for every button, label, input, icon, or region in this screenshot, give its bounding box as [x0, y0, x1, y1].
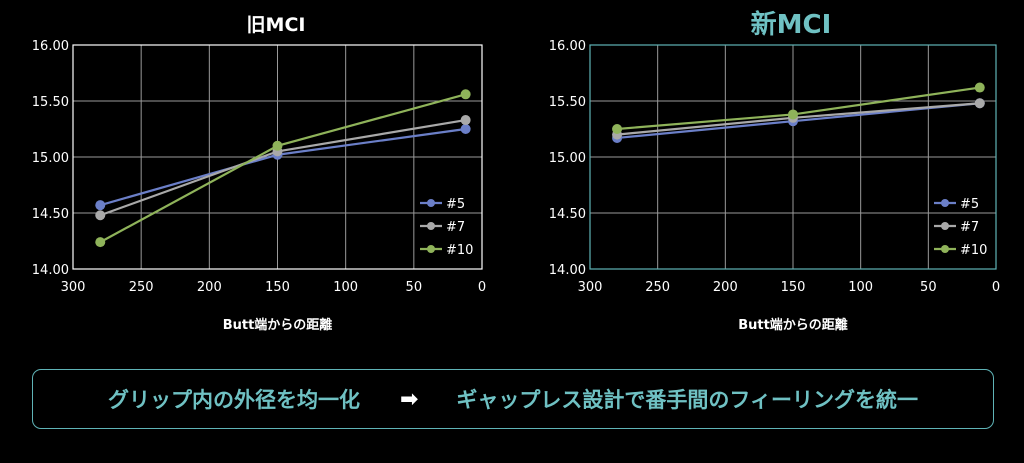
left-x-tick-label: 100: [333, 280, 358, 295]
right-x-tick-label: 250: [645, 280, 670, 295]
right-legend-label: #10: [960, 243, 987, 258]
left-plot-frame: [72, 44, 483, 270]
right-x-axis-title: Butt端からの距離: [738, 317, 848, 333]
left-x-tick-label: 200: [197, 280, 222, 295]
right-data-point: [788, 109, 798, 120]
right-chart-title: 新MCI: [750, 10, 832, 40]
right-x-tick-label: 200: [713, 280, 738, 295]
left-x-tick-label: 150: [265, 280, 290, 295]
right-chart: 300 250 200 150 100 50 0 16.00 15.50 15.00 14.50 14…: [549, 39, 1000, 333]
right-y-tick-label: 16.00: [549, 39, 586, 54]
left-data-point: [95, 237, 106, 248]
left-data-point: [272, 140, 283, 151]
right-legend-swatch-marker: [941, 245, 949, 253]
summary-banner: グリップ内の外径を均一化 ➡ ギャップレス設計で番手間のフィーリングを統一: [32, 369, 994, 429]
left-y-tick-label: 14.00: [32, 263, 69, 278]
right-x-tick-label: 0: [992, 280, 1000, 295]
right-x-tick-label: 100: [848, 280, 873, 295]
left-x-tick-label: 0: [478, 280, 486, 295]
right-y-tick-label: 15.00: [549, 151, 586, 166]
right-y-tick-label: 14.50: [549, 207, 586, 222]
left-legend-swatch-marker: [427, 245, 435, 253]
left-data-point: [460, 115, 471, 126]
right-data-point: [974, 98, 985, 109]
right-legend-swatch-marker: [941, 199, 949, 207]
left-data-point: [460, 89, 471, 100]
right-legend-label: #7: [960, 220, 979, 235]
right-series-line: [616, 102, 980, 136]
right-y-tick-label: 15.50: [549, 95, 586, 110]
left-data-point: [460, 124, 471, 134]
left-legend-swatch-marker: [427, 199, 435, 207]
left-legend-label: #10: [446, 243, 473, 258]
right-x-tick-label: 50: [920, 280, 937, 295]
right-x-tick-label: 300: [578, 280, 603, 295]
right-data-point: [974, 82, 985, 93]
left-x-tick-label: 300: [61, 280, 86, 295]
arrow-right-icon: ➡: [399, 386, 419, 412]
right-data-point: [612, 124, 623, 134]
left-data-point: [95, 200, 106, 211]
left-x-tick-label: 50: [406, 280, 423, 295]
right-x-tick-label: 150: [781, 280, 806, 295]
left-chart-title: 旧MCI: [246, 14, 306, 36]
right-legend-swatch-marker: [941, 222, 949, 230]
right-legend-label: #5: [960, 197, 979, 212]
banner-right-text: ギャップレス設計で番手間のフィーリングを統一: [456, 388, 918, 412]
left-x-tick-label: 250: [129, 280, 154, 295]
left-y-tick-label: 15.50: [32, 95, 69, 110]
right-plot-frame: [589, 44, 997, 270]
left-y-tick-label: 15.00: [32, 151, 69, 166]
left-chart: 300 250 200 150 100 50 0 16.00 15.50 15.00 14.50 14…: [32, 39, 486, 333]
left-y-tick-label: 14.50: [32, 207, 69, 222]
left-legend-label: #7: [446, 220, 465, 235]
left-legend-swatch-marker: [427, 222, 435, 230]
left-data-point: [95, 210, 106, 221]
right-y-tick-label: 14.00: [549, 263, 586, 278]
banner-left-text: グリップ内の外径を均一化: [107, 388, 360, 412]
left-legend-label: #5: [446, 197, 465, 212]
left-x-axis-title: Butt端からの距離: [223, 317, 333, 333]
left-y-tick-label: 16.00: [32, 39, 69, 54]
